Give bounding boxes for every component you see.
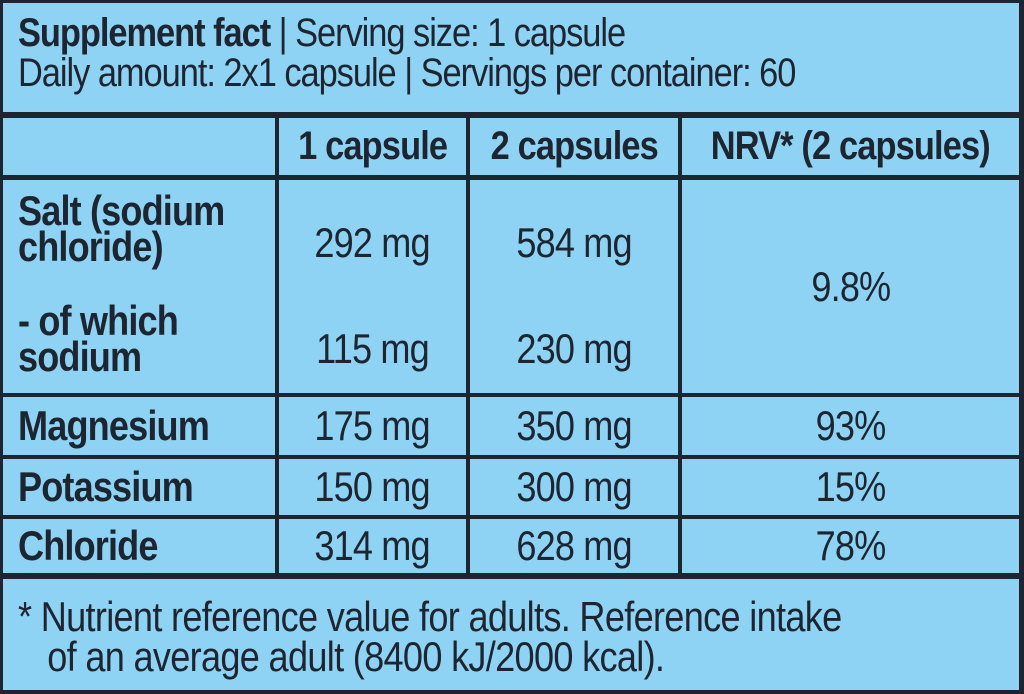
salt-nrv-value: 9.8% (811, 262, 891, 310)
servings-per-container: Servings per container: 60 (420, 51, 797, 95)
header-line-1: Supplement fact | Serving size: 1 capsul… (18, 13, 879, 53)
nutrient-chloride: Chloride (18, 522, 158, 569)
divider-col-1 (275, 118, 279, 573)
divider-table-end (3, 573, 1019, 579)
panel-title: Supplement fact (18, 11, 271, 55)
nutrient-sodium: - of which sodium (18, 297, 179, 380)
column-header-2-capsules: 2 capsules (490, 124, 658, 168)
nutrient-salt: Salt (sodium chloride) (18, 187, 225, 270)
nutrient-magnesium: Magnesium (18, 402, 210, 449)
header-separator: | (395, 51, 421, 95)
divider-magnesium (3, 455, 1019, 459)
footnote-line-1: * Nutrient reference value for adults. R… (18, 593, 842, 640)
salt-2-capsules-value: 584 mg (516, 219, 632, 266)
header-line-2: Daily amount: 2x1 capsule | Servings per… (18, 53, 879, 93)
sodium-2-capsules-value: 230 mg (516, 325, 632, 372)
column-header-nrv: NRV* (2 capsules) (710, 124, 991, 168)
divider-column-header (3, 175, 1019, 180)
divider-potassium (3, 515, 1019, 519)
nrv-footnote: * Nutrient reference value for adults. R… (3, 579, 1019, 690)
magnesium-1-capsule-value: 175 mg (314, 402, 431, 449)
magnesium-2-capsules-value: 350 mg (516, 402, 632, 449)
chloride-2-capsules-value: 628 mg (516, 522, 632, 569)
chloride-1-capsule-value: 314 mg (314, 522, 431, 569)
footnote-line-2: of an average adult (8400 kJ/2000 kcal). (47, 633, 665, 680)
nutrient-potassium: Potassium (18, 463, 194, 510)
potassium-1-capsule-value: 150 mg (314, 463, 431, 510)
chloride-nrv-value: 78% (815, 522, 887, 569)
potassium-nrv-value: 15% (815, 463, 887, 510)
sodium-1-capsule-value: 115 mg (316, 325, 430, 372)
potassium-2-capsules-value: 300 mg (516, 463, 632, 510)
supplement-facts-panel: Supplement fact | Serving size: 1 capsul… (3, 3, 1019, 690)
column-header-1-capsule: 1 capsule (297, 124, 448, 168)
serving-size: Serving size: 1 capsule (295, 11, 626, 55)
divider-col-2 (466, 118, 470, 573)
supplement-header: Supplement fact | Serving size: 1 capsul… (3, 3, 1019, 112)
divider-header (3, 112, 1019, 118)
header-separator: | (270, 11, 296, 55)
divider-col-3 (678, 118, 682, 573)
magnesium-nrv-value: 93% (815, 402, 887, 449)
daily-amount: Daily amount: 2x1 capsule (18, 51, 397, 95)
salt-1-capsule-value: 292 mg (314, 219, 431, 266)
divider-salt-group (3, 393, 1019, 397)
